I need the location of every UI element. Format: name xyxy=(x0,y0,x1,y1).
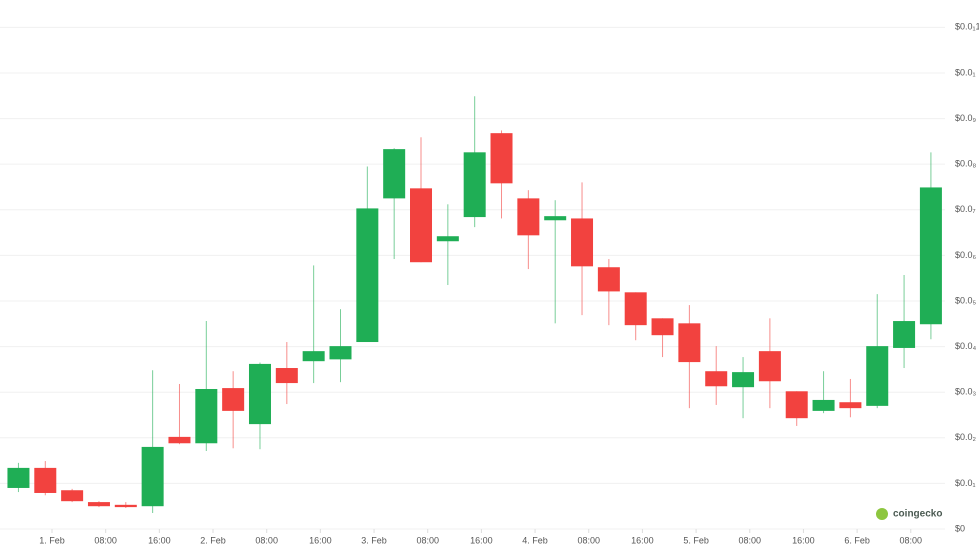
candle-body xyxy=(61,490,84,502)
y-tick-label: $0.0₉ xyxy=(955,113,977,123)
candle-body xyxy=(302,351,325,362)
candle-body xyxy=(356,208,379,343)
x-tick-label: 08:00 xyxy=(416,535,439,545)
y-tick-label: $0.0₁ xyxy=(955,478,976,488)
y-tick-label: $0 xyxy=(955,523,965,533)
x-tick-label: 16:00 xyxy=(792,535,815,545)
candle-body xyxy=(651,318,674,336)
x-tick-label: 6. Feb xyxy=(844,535,870,545)
candle-body xyxy=(7,467,30,488)
x-tick-label: 08:00 xyxy=(255,535,278,545)
x-tick-label: 08:00 xyxy=(577,535,600,545)
y-tick-label: $0.0₅ xyxy=(955,295,977,305)
candle-body xyxy=(141,446,164,507)
y-tick-label: $0.0₇ xyxy=(955,204,976,214)
x-tick-label: 08:00 xyxy=(738,535,761,545)
y-tick-label: $0.0₈ xyxy=(955,159,977,169)
candle-body xyxy=(839,402,862,409)
candle-body xyxy=(732,372,755,388)
candle-body xyxy=(866,346,889,406)
candle-body xyxy=(248,363,271,425)
x-tick-label: 2. Feb xyxy=(200,535,226,545)
candle-body xyxy=(758,351,781,382)
x-tick-label: 5. Feb xyxy=(683,535,709,545)
x-tick-label: 16:00 xyxy=(309,535,332,545)
candle-body xyxy=(812,399,835,411)
y-tick-label: $0.0₂ xyxy=(955,432,977,442)
candle-body xyxy=(34,467,57,493)
candle-body xyxy=(114,504,137,508)
x-tick-label: 08:00 xyxy=(900,535,923,545)
candle-body xyxy=(571,218,594,267)
candle-body xyxy=(517,198,540,236)
watermark: coingecko xyxy=(893,509,942,520)
x-tick-label: 1. Feb xyxy=(39,535,65,545)
candle-body xyxy=(624,292,647,326)
y-tick-label: $0.0₁ xyxy=(955,67,976,77)
x-tick-label: 16:00 xyxy=(631,535,654,545)
y-tick-label: $0.0₄ xyxy=(955,341,977,351)
candle-body xyxy=(383,149,406,199)
candle-body xyxy=(87,502,110,507)
candle-body xyxy=(490,133,513,184)
candle-body xyxy=(705,371,728,387)
candle-body xyxy=(436,236,459,242)
candle-body xyxy=(893,321,916,348)
candle-body xyxy=(275,368,298,384)
candle-body xyxy=(222,388,245,411)
x-tick-label: 16:00 xyxy=(470,535,493,545)
y-tick-label: $0.0₁1 xyxy=(955,22,979,32)
candle-body xyxy=(597,267,620,292)
candle-body xyxy=(195,388,218,444)
candle-body xyxy=(785,391,808,419)
x-tick-label: 3. Feb xyxy=(361,535,387,545)
candle-body xyxy=(329,346,352,360)
candle-body xyxy=(544,216,567,221)
candle-body xyxy=(410,188,433,263)
x-tick-label: 16:00 xyxy=(148,535,171,545)
watermark-logo xyxy=(876,508,888,520)
candle-body xyxy=(168,436,191,444)
y-tick-label: $0.0₆ xyxy=(955,250,977,260)
y-tick-label: $0.0₃ xyxy=(955,387,977,397)
x-tick-label: 08:00 xyxy=(94,535,117,545)
candle-body xyxy=(919,187,942,325)
candle-body xyxy=(463,152,486,218)
x-tick-label: 4. Feb xyxy=(522,535,548,545)
candle-body xyxy=(678,323,701,363)
